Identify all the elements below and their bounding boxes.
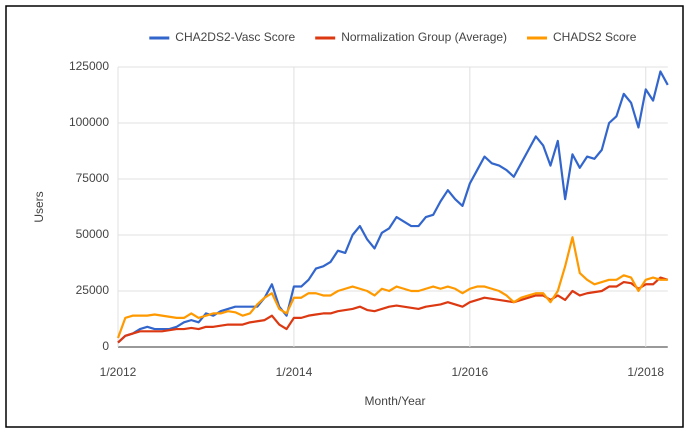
legend-label: Normalization Group (Average): [341, 30, 507, 44]
y-tick-label: 25000: [76, 283, 110, 297]
y-axis-label: Users: [32, 191, 46, 222]
y-tick-label: 100000: [69, 115, 109, 129]
plot: [116, 70, 669, 344]
legend-label: CHADS2 Score: [553, 30, 637, 44]
series-line: [117, 276, 669, 344]
legend-item: Normalization Group (Average): [315, 30, 507, 44]
x-axis-label: Month/Year: [365, 394, 426, 408]
x-tick-label: 1/2014: [276, 365, 313, 379]
y-tick-label: 125000: [69, 59, 109, 73]
y-tick-label: 50000: [76, 227, 110, 241]
x-tick-label: 1/2012: [100, 365, 137, 379]
x-tick-label: 1/2016: [451, 365, 488, 379]
legend-item: CHA2DS2-Vasc Score: [149, 30, 295, 44]
y-tick-label: 75000: [76, 171, 110, 185]
frame: [5, 5, 684, 428]
grid: 0 25000 50000 75000 100000 125000 1/2012 1/2014…: [69, 59, 668, 379]
legend: CHA2DS2-Vasc Score Normalization Group (A…: [149, 30, 637, 44]
legend-item: CHADS2 Score: [527, 30, 637, 44]
legend-label: CHA2DS2-Vasc Score: [175, 30, 295, 44]
series-line: [116, 236, 668, 339]
y-tick-label: 0: [102, 339, 109, 353]
x-tick-label: 1/2018: [627, 365, 664, 379]
